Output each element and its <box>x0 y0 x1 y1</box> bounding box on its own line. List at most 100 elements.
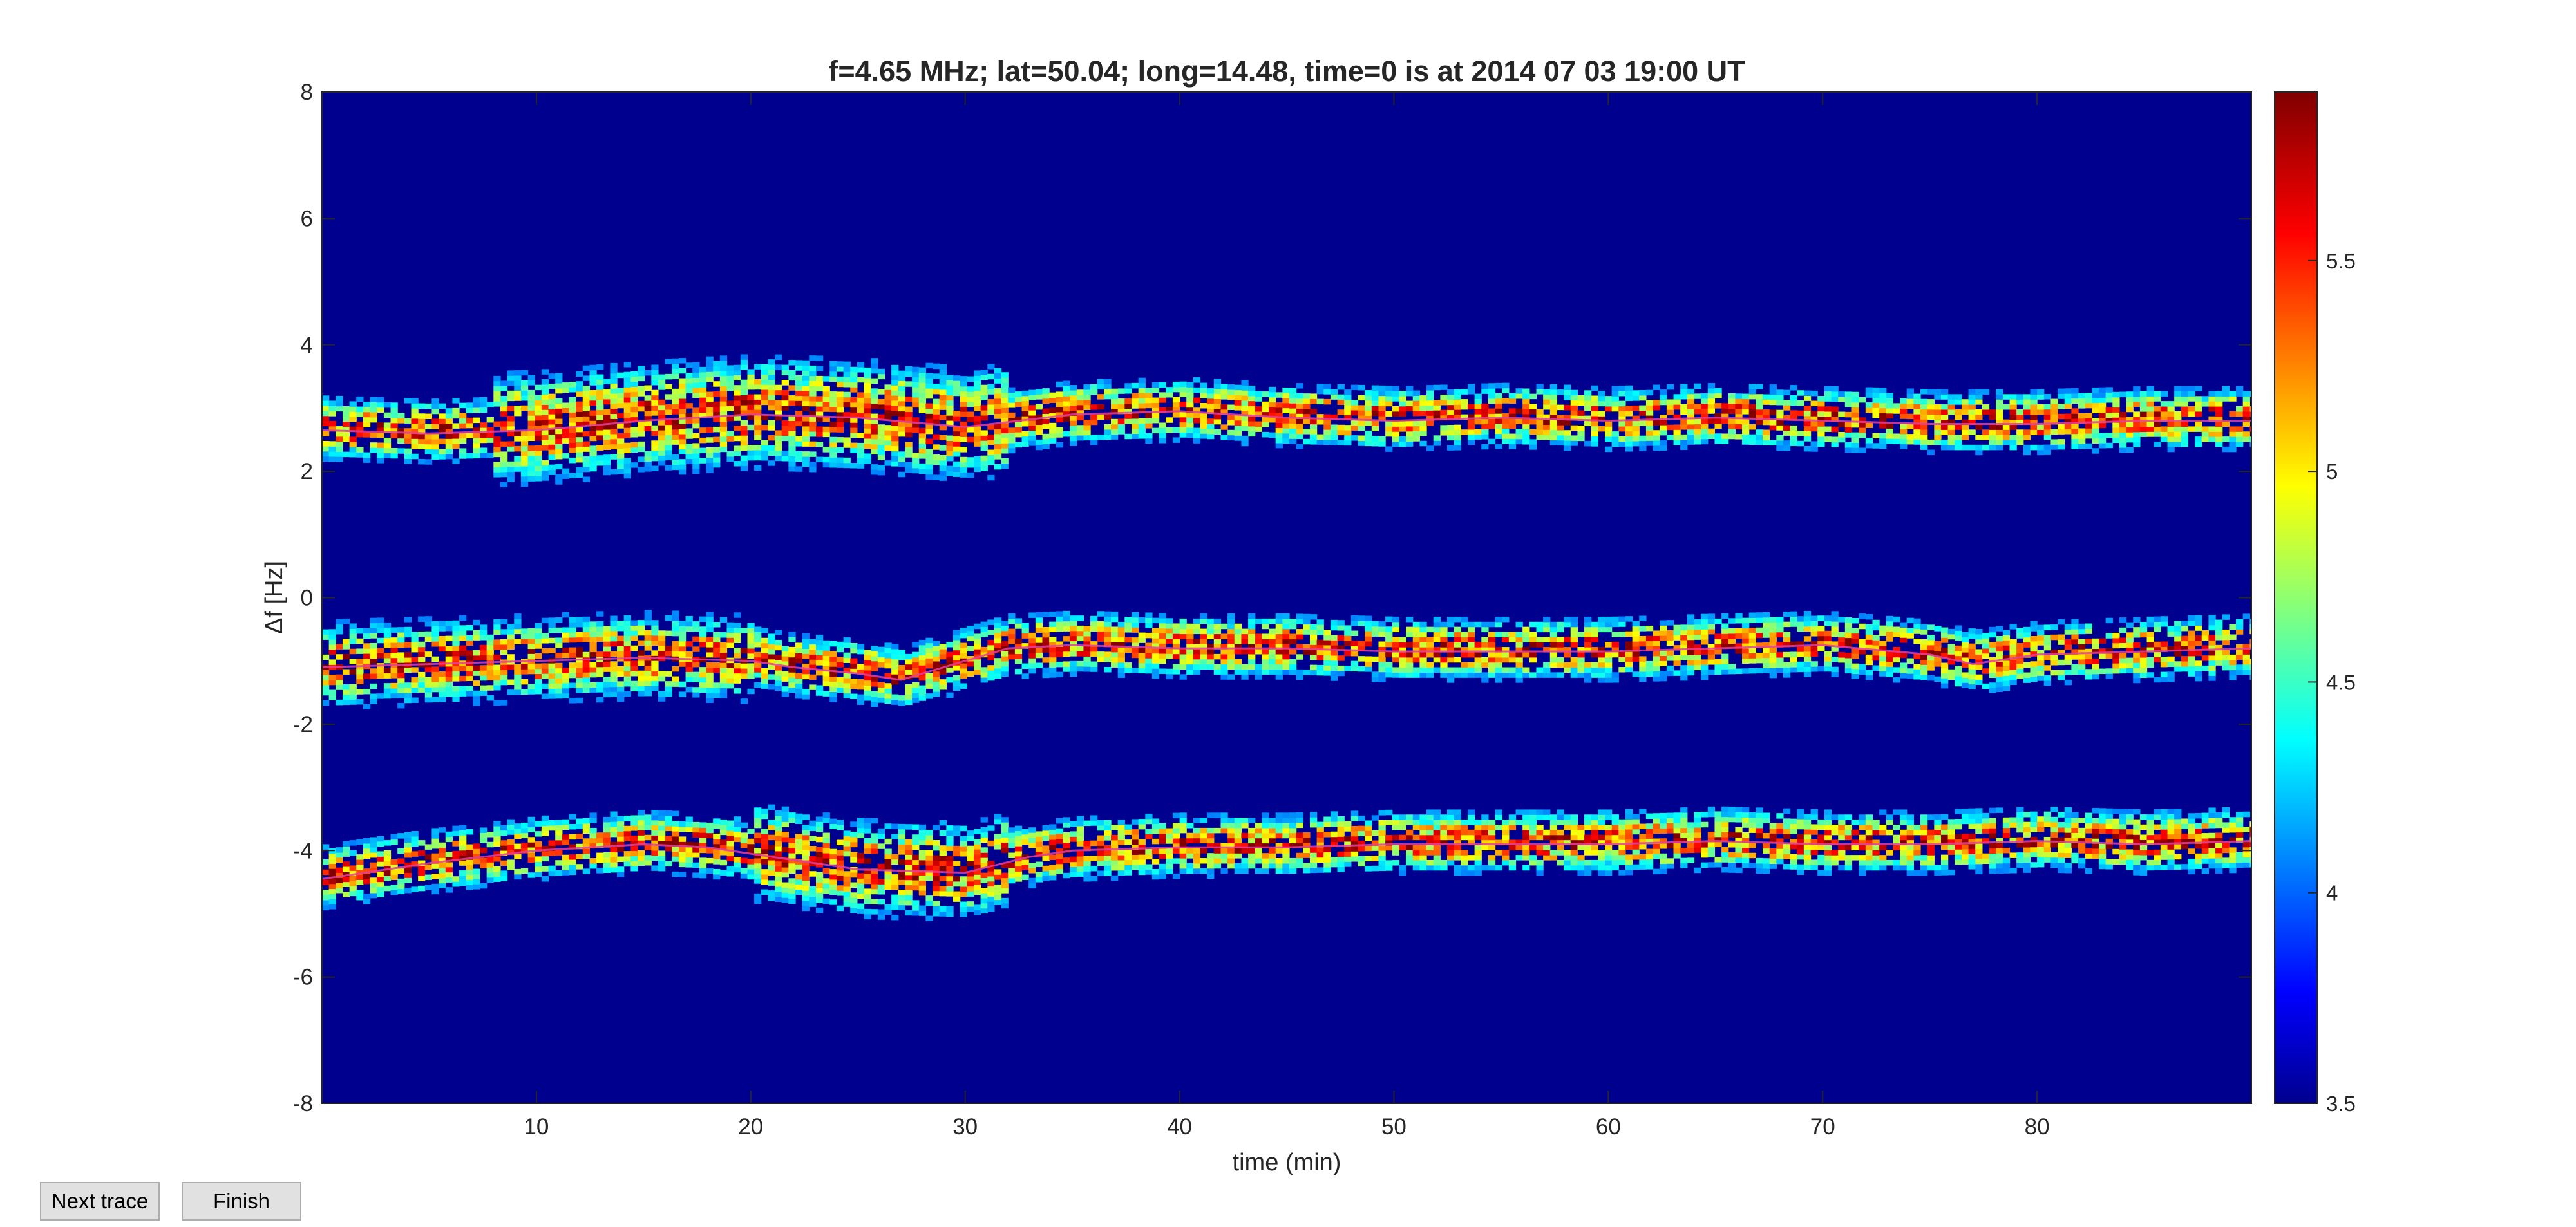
heatmap-cell <box>1440 637 1448 642</box>
heatmap-cell <box>569 432 576 438</box>
heatmap-cell <box>1138 418 1146 424</box>
heatmap-cell <box>1385 386 1393 391</box>
heatmap-cell <box>1227 389 1235 395</box>
heatmap-cell <box>452 630 460 636</box>
heatmap-cell <box>1111 611 1119 617</box>
heatmap-cell <box>692 392 700 398</box>
heatmap-cell <box>1269 633 1276 639</box>
heatmap-cell <box>1117 667 1125 673</box>
heatmap-cell <box>452 691 460 697</box>
heatmap-cell <box>1543 429 1551 435</box>
heatmap-cell <box>390 402 398 408</box>
heatmap-cell <box>685 621 693 627</box>
heatmap-cell <box>1124 647 1132 653</box>
heatmap-cell <box>1543 647 1551 653</box>
heatmap-cell <box>1447 415 1455 420</box>
heatmap-cell <box>2160 401 2168 407</box>
heatmap-cell <box>918 468 927 474</box>
heatmap-cell <box>1028 612 1036 618</box>
heatmap-cell <box>1001 630 1009 637</box>
heatmap-cell <box>383 653 392 659</box>
heatmap-cell <box>850 463 858 469</box>
heatmap-cell <box>1557 415 1564 420</box>
heatmap-cell <box>1248 400 1256 407</box>
heatmap-cell <box>349 628 357 634</box>
heatmap-cell <box>980 626 988 632</box>
heatmap-cell <box>891 395 899 401</box>
heatmap-cell <box>1282 392 1290 398</box>
heatmap-cell <box>1207 649 1215 655</box>
heatmap-cell <box>850 683 858 689</box>
heatmap-cell <box>1645 440 1654 446</box>
heatmap-cell <box>610 378 618 384</box>
heatmap-cell <box>1913 409 1921 415</box>
heatmap-cell <box>1371 677 1379 682</box>
heatmap-cell <box>2215 431 2223 437</box>
heatmap-cell <box>1330 624 1338 631</box>
heatmap-cell <box>644 675 652 681</box>
heatmap-cell <box>1330 650 1338 656</box>
heatmap-cell <box>1309 629 1318 635</box>
heatmap-cell <box>857 397 865 403</box>
heatmap-cell <box>706 651 714 658</box>
heatmap-cell <box>672 646 679 651</box>
heatmap-cell <box>1447 642 1455 648</box>
heatmap-cell <box>1207 393 1215 399</box>
heatmap-cell <box>933 671 940 677</box>
heatmap-cell <box>322 675 330 680</box>
heatmap-cell <box>514 618 522 624</box>
heatmap-cell <box>857 407 865 413</box>
heatmap-cell <box>527 633 535 639</box>
heatmap-cell <box>541 440 549 445</box>
heatmap-cell <box>719 677 728 684</box>
heatmap-cell <box>555 627 563 633</box>
heatmap-cell <box>1817 416 1825 422</box>
heatmap-cell <box>1193 413 1201 418</box>
heatmap-cell <box>2058 424 2065 429</box>
heatmap-cell <box>2126 397 2134 402</box>
heatmap-cell <box>788 651 796 658</box>
heatmap-cell <box>439 676 446 682</box>
heatmap-cell <box>1763 429 1770 435</box>
heatmap-cell <box>1365 615 1372 622</box>
heatmap-cell <box>1200 633 1208 639</box>
heatmap-cell <box>719 652 728 658</box>
heatmap-cell <box>1378 621 1386 627</box>
heatmap-cell <box>939 644 947 650</box>
heatmap-cell <box>527 628 535 634</box>
heatmap-cell <box>1625 431 1633 436</box>
heatmap-cell <box>1955 414 1962 420</box>
heatmap-cell <box>891 420 899 426</box>
heatmap-cell <box>535 395 542 400</box>
heatmap-cell <box>1200 653 1208 660</box>
heatmap-cell <box>1564 435 1571 441</box>
heatmap-cell <box>397 438 405 444</box>
heatmap-cell <box>1481 403 1489 409</box>
heatmap-cell <box>719 668 728 673</box>
heatmap-cell <box>582 375 591 381</box>
heatmap-cell <box>514 385 522 391</box>
heatmap-cell <box>1200 428 1208 434</box>
heatmap-cell <box>1900 398 1908 404</box>
heatmap-cell <box>390 652 398 659</box>
heatmap-cell <box>925 637 933 644</box>
heatmap-cell <box>638 391 645 397</box>
heatmap-cell <box>898 400 906 407</box>
heatmap-cell <box>2133 431 2141 438</box>
heatmap-cell <box>1673 660 1681 666</box>
heatmap-cell <box>1104 626 1112 632</box>
heatmap-cell <box>1522 434 1530 440</box>
heatmap-cell <box>672 621 679 626</box>
heatmap-cell <box>411 444 419 449</box>
heatmap-cell <box>349 633 357 639</box>
heatmap-cell <box>596 415 604 420</box>
heatmap-cell <box>363 688 371 695</box>
heatmap-cell <box>946 380 954 386</box>
heatmap-cell <box>1844 391 1853 397</box>
heatmap-cell <box>2181 406 2189 412</box>
heatmap-cell <box>589 451 597 456</box>
heatmap-cell <box>1070 395 1077 401</box>
heatmap-cell <box>2249 411 2251 417</box>
heatmap-cell <box>1385 400 1393 407</box>
heatmap-cell <box>411 687 419 693</box>
